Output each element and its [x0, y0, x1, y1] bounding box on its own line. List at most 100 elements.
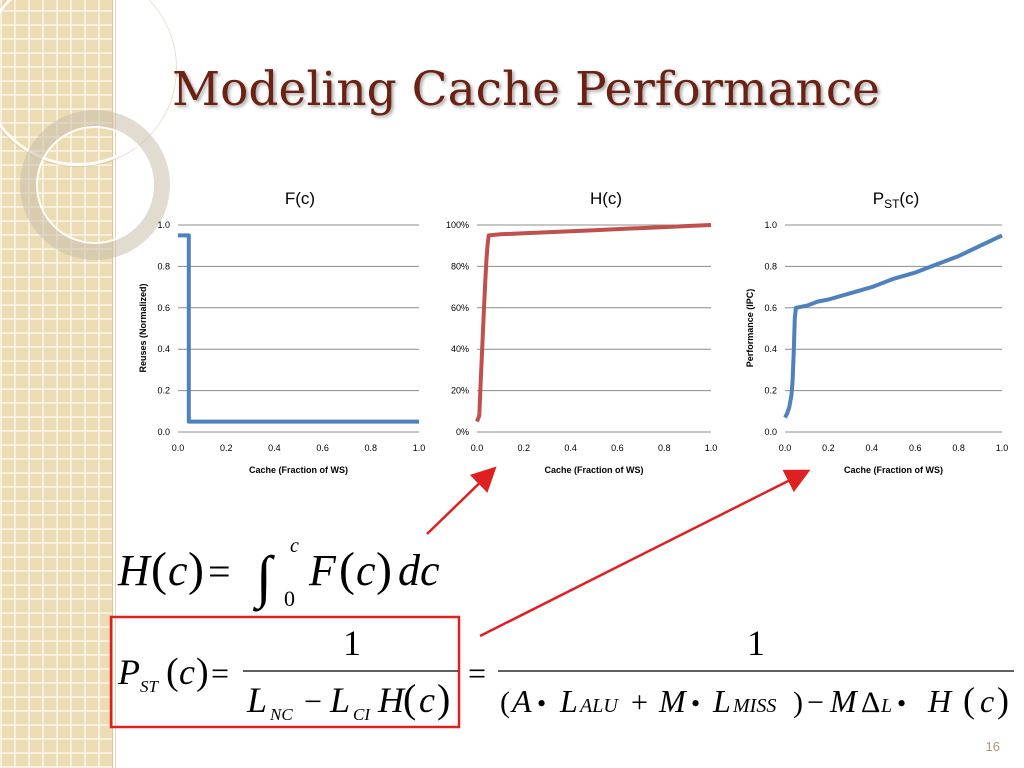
x-tick-label: 0.6: [909, 443, 922, 453]
chart-f: 0.0 0.2 0.4 0.6 0.8 1.0 0.0 0.2 0.4 0.6 0.8 1.0 Cach…: [138, 220, 425, 475]
svg-text:L: L: [880, 695, 892, 717]
svg-text:CI: CI: [353, 705, 371, 724]
svg-text:0: 0: [284, 586, 295, 611]
arrow-to-p-chart: [479, 469, 811, 638]
x-tick-label: 0.4: [268, 443, 281, 453]
svg-text:F: F: [308, 546, 337, 595]
x-tick-label: 0.2: [220, 443, 233, 453]
y-tick-label: 0.4: [157, 344, 170, 354]
slide-title: Modeling Cache Performance: [172, 62, 880, 117]
y-tick-label: 0%: [456, 427, 469, 437]
svg-text:NC: NC: [269, 705, 293, 724]
svg-text:∫: ∫: [252, 544, 275, 612]
svg-text:c: c: [179, 652, 195, 692]
page-number: 16: [985, 739, 1000, 754]
svg-text:c: c: [419, 680, 435, 720]
svg-text:): ): [793, 686, 803, 719]
svg-text:L: L: [329, 680, 350, 720]
x-tick-label: 0.8: [952, 443, 965, 453]
x-tick-label: 0.2: [822, 443, 835, 453]
equation-h: H ( c ) = ∫ c 0 F ( c ) dc: [117, 535, 440, 612]
svg-text:H: H: [927, 683, 953, 719]
chart-title-h: H(c): [590, 189, 622, 208]
y-tick-label: 0.8: [157, 261, 170, 271]
y-tick-label: 0.8: [764, 261, 777, 271]
svg-text:•: •: [537, 689, 546, 718]
svg-text:(: (: [963, 680, 975, 720]
y-tick-label: 0.0: [764, 427, 777, 437]
svg-text:+: +: [631, 686, 648, 719]
svg-text:L: L: [559, 683, 578, 719]
svg-text:P: P: [117, 652, 140, 692]
y-tick-label: 0.2: [764, 386, 777, 396]
svg-text:c: c: [980, 683, 994, 719]
svg-text:): ): [437, 676, 450, 721]
series-line: [783, 233, 1003, 419]
svg-text:): ): [188, 543, 204, 596]
svg-text:=: =: [211, 655, 229, 691]
svg-text:M: M: [658, 683, 688, 719]
chart-h: 0% 20% 40% 60% 80% 100% 0.0 0.2 0.4 0.6 0.8 1.0 Cach…: [446, 220, 717, 475]
svg-text:(: (: [500, 686, 510, 719]
y-tick-label: 0.6: [157, 303, 170, 313]
svg-text:c: c: [356, 546, 376, 595]
svg-text:): ): [997, 680, 1009, 720]
series-line: [475, 223, 712, 423]
svg-text:c: c: [168, 546, 188, 595]
y-tick-label: 1.0: [764, 220, 777, 230]
x-tick-label: 0.8: [658, 443, 671, 453]
svg-text:(: (: [403, 676, 416, 721]
svg-text:(: (: [339, 543, 355, 596]
svg-text:): ): [196, 651, 209, 693]
svg-text:Δ: Δ: [861, 686, 880, 719]
y-tick-label: 0.4: [764, 344, 777, 354]
svg-text:(: (: [166, 651, 179, 693]
y-tick-label: 20%: [451, 386, 469, 396]
y-tick-label: 100%: [446, 220, 469, 230]
x-axis-label: Cache (Fraction of WS): [544, 465, 643, 475]
svg-text:): ): [376, 543, 392, 596]
svg-text:ST: ST: [140, 677, 160, 696]
svg-text:1: 1: [747, 623, 765, 663]
y-tick-label: 1.0: [157, 220, 170, 230]
svg-text:MISS: MISS: [732, 695, 776, 717]
x-axis-label: Cache (Fraction of WS): [249, 465, 348, 475]
y-tick-label: 80%: [451, 261, 469, 271]
svg-text:M: M: [829, 683, 859, 719]
svg-text:H: H: [377, 680, 406, 720]
y-tick-label: 0.6: [764, 303, 777, 313]
svg-text:dc: dc: [398, 546, 440, 595]
x-axis-label: Cache (Fraction of WS): [844, 465, 943, 475]
y-tick-label: 40%: [451, 344, 469, 354]
svg-text:L: L: [246, 680, 267, 720]
svg-text:c: c: [290, 535, 299, 557]
arrow-to-h-chart: [426, 466, 497, 535]
chart-title-p: PST(c): [873, 189, 920, 211]
x-tick-label: 0.2: [518, 443, 531, 453]
x-tick-label: 0.0: [779, 443, 792, 453]
svg-text:•: •: [897, 689, 906, 718]
x-tick-label: 1.0: [705, 443, 718, 453]
x-tick-label: 0.4: [866, 443, 879, 453]
svg-text:ALU: ALU: [578, 695, 619, 717]
x-tick-label: 0.0: [172, 443, 185, 453]
x-tick-label: 0.0: [471, 443, 484, 453]
x-tick-label: 0.6: [316, 443, 329, 453]
y-axis-label: Performance (IPC): [745, 289, 755, 368]
svg-text:−: −: [807, 686, 824, 719]
svg-text:−: −: [304, 683, 322, 719]
series-line: [178, 233, 419, 424]
highlight-box: [109, 615, 461, 729]
svg-text:=: =: [468, 655, 486, 691]
y-tick-label: 0.0: [157, 427, 170, 437]
decorative-divider: [115, 0, 116, 768]
svg-text:H: H: [117, 546, 152, 595]
x-tick-label: 1.0: [996, 443, 1009, 453]
chart-title-f: F(c): [285, 189, 315, 208]
y-tick-label: 0.2: [157, 386, 170, 396]
equation-pst: P ST ( c ) = 1 L NC − L CI H ( c ) = 1 (…: [117, 623, 1014, 724]
svg-text:1: 1: [343, 623, 361, 663]
x-tick-label: 0.6: [611, 443, 624, 453]
x-tick-label: 0.8: [365, 443, 378, 453]
